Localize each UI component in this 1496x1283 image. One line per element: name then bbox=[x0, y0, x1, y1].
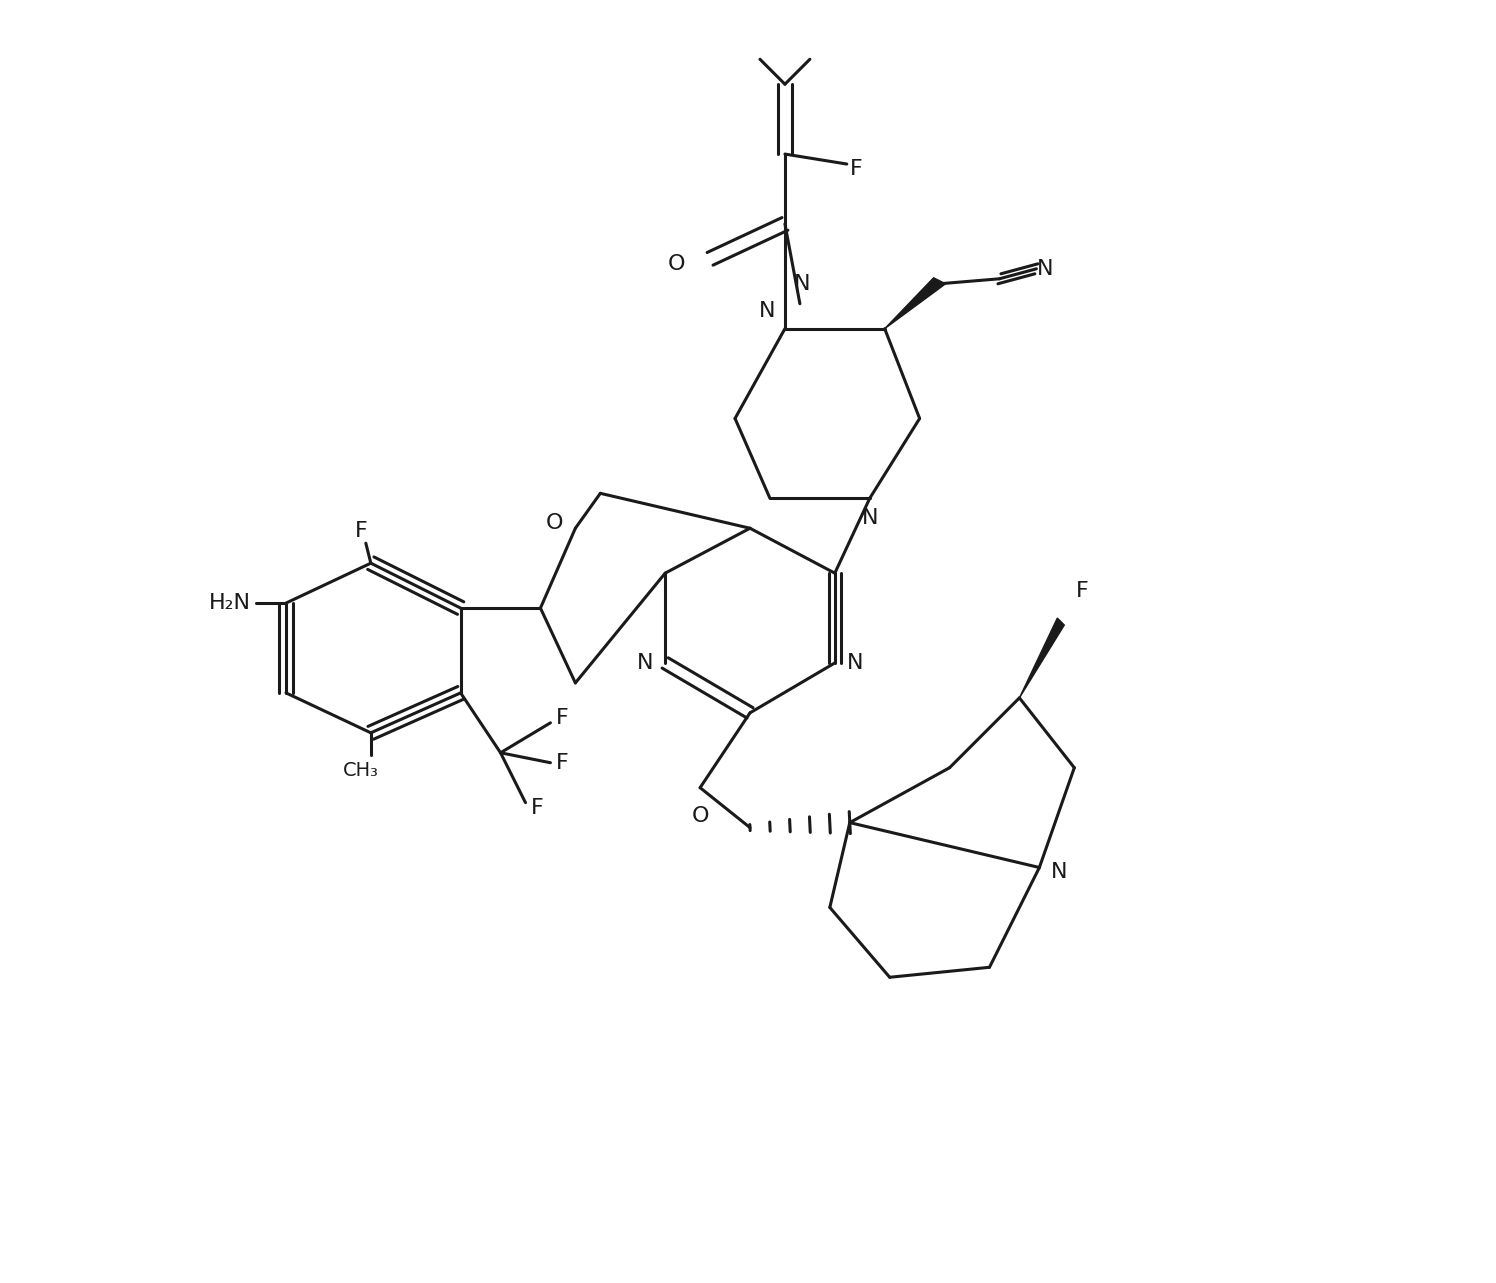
Text: H₂N: H₂N bbox=[209, 593, 251, 613]
Text: F: F bbox=[555, 753, 568, 772]
Text: N: N bbox=[758, 300, 775, 321]
Text: N: N bbox=[862, 508, 878, 529]
Text: O: O bbox=[691, 806, 709, 826]
Text: F: F bbox=[355, 521, 367, 541]
Text: F: F bbox=[555, 708, 568, 727]
Text: N: N bbox=[637, 653, 654, 674]
Text: F: F bbox=[1076, 581, 1089, 602]
Text: N: N bbox=[1037, 259, 1053, 278]
Text: F: F bbox=[850, 159, 863, 180]
Text: N: N bbox=[1052, 862, 1068, 883]
Text: O: O bbox=[546, 513, 564, 534]
Text: O: O bbox=[667, 254, 685, 273]
Text: N: N bbox=[847, 653, 863, 674]
Polygon shape bbox=[1019, 618, 1064, 698]
Text: CH₃: CH₃ bbox=[343, 761, 378, 780]
Text: N: N bbox=[794, 273, 811, 294]
Polygon shape bbox=[884, 278, 945, 328]
Text: F: F bbox=[531, 798, 543, 817]
